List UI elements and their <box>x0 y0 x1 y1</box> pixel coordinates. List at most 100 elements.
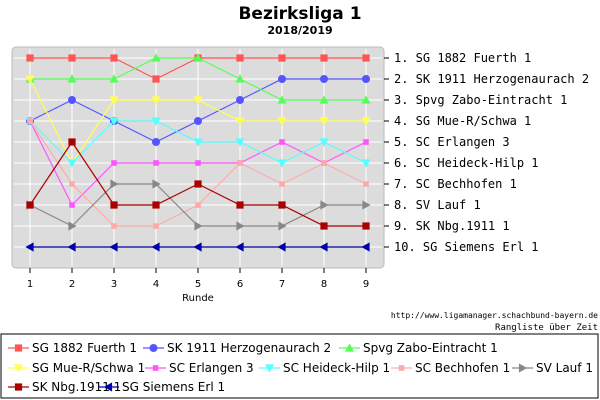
x-axis-label: Runde <box>182 293 214 304</box>
data-point-s6-r9 <box>361 159 371 168</box>
x-tick-label-7: 7 <box>279 279 285 290</box>
data-point-s8-r6 <box>236 221 245 231</box>
legend-marker-3 <box>344 343 355 352</box>
data-point-s6-r6 <box>235 138 245 147</box>
x-tick-label-5: 5 <box>195 279 201 290</box>
legend-marker-5 <box>152 365 159 371</box>
data-point-s10-r6 <box>235 242 244 252</box>
legend-marker-4 <box>13 364 24 373</box>
data-point-s3-r9 <box>361 95 371 104</box>
data-point-s6-r8 <box>319 138 329 147</box>
legend-marker-7 <box>398 365 405 371</box>
data-point-s5-r3 <box>111 160 117 166</box>
legend-marker-9 <box>14 383 23 391</box>
data-point-s7-r3 <box>111 223 117 229</box>
data-point-s4-r9 <box>361 117 371 126</box>
data-point-s5-r5 <box>195 160 201 166</box>
legend-entry-10: SG Siemens Erl 1 <box>98 380 225 394</box>
legend-label-10: SG Siemens Erl 1 <box>122 380 225 394</box>
data-point-s10-r3 <box>109 242 118 252</box>
data-point-s10-r7 <box>277 242 286 252</box>
final-rank-2: 2. SK 1911 Herzogenaurach 2 <box>394 72 589 86</box>
data-point-s5-r9 <box>363 139 369 145</box>
data-point-s2-r2 <box>68 96 76 104</box>
data-point-s6-r7 <box>277 159 287 168</box>
data-point-s9-r4 <box>152 201 160 209</box>
data-point-s7-r5 <box>195 202 201 208</box>
x-tick-label-6: 6 <box>237 279 243 290</box>
legend-label-7: SC Bechhofen 1 <box>415 361 510 375</box>
data-point-s9-r5 <box>194 180 202 188</box>
data-point-s6-r5 <box>193 138 203 147</box>
data-point-s4-r1 <box>25 75 35 84</box>
data-point-s8-r5 <box>194 221 203 231</box>
legend-marker-1 <box>14 344 23 352</box>
data-point-s1-r6 <box>236 54 244 62</box>
data-point-s1-r8 <box>320 54 328 62</box>
x-tick-label-1: 1 <box>27 279 33 290</box>
legend-label-3: Spvg Zabo-Eintracht 1 <box>363 341 498 355</box>
data-point-s10-r9 <box>361 242 370 252</box>
data-point-s10-r1 <box>25 242 34 252</box>
legend-entry-1: SG 1882 Fuerth 1 <box>8 341 137 355</box>
x-tick-label-2: 2 <box>69 279 75 290</box>
legend-marker-2 <box>149 344 158 352</box>
data-point-s5-r4 <box>153 160 159 166</box>
data-point-s5-r7 <box>279 139 285 145</box>
final-rank-4: 4. SG Mue-R/Schwa 1 <box>394 114 531 128</box>
data-point-s1-r3 <box>110 54 118 62</box>
chart-subtitle: 2018/2019 <box>267 24 332 37</box>
data-point-s1-r2 <box>68 54 76 62</box>
chart-title: Bezirksliga 1 <box>238 4 361 24</box>
data-point-s3-r6 <box>235 74 245 83</box>
legend-label-5: SC Erlangen 3 <box>169 361 254 375</box>
data-point-s2-r7 <box>278 75 286 83</box>
data-point-s1-r7 <box>278 54 286 62</box>
data-point-s10-r5 <box>193 242 202 252</box>
data-point-s9-r9 <box>362 222 370 230</box>
series-8 <box>26 179 371 231</box>
data-point-s3-r3 <box>109 74 119 83</box>
legend-entry-5: SC Erlangen 3 <box>145 361 254 375</box>
legend-label-6: SC Heideck-Hilp 1 <box>283 361 390 375</box>
data-point-s7-r1 <box>27 118 33 124</box>
credit-url: http://www.ligamanager.schachbund-bayern… <box>391 311 598 320</box>
data-point-s10-r8 <box>319 242 328 252</box>
legend-marker-10 <box>103 382 113 392</box>
final-rank-6: 6. SC Heideck-Hilp 1 <box>394 156 539 170</box>
data-point-s9-r7 <box>278 201 286 209</box>
data-point-s7-r7 <box>279 181 285 187</box>
legend-entry-2: SK 1911 Herzogenaurach 2 <box>143 341 331 355</box>
data-point-s2-r6 <box>236 96 244 104</box>
data-point-s9-r6 <box>236 201 244 209</box>
data-point-s9-r1 <box>26 201 34 209</box>
final-rank-5: 5. SC Erlangen 3 <box>394 135 510 149</box>
data-point-s2-r9 <box>362 75 370 83</box>
legend-label-9: SK Nbg.1911 1 <box>32 380 121 394</box>
legend-entry-6: SC Heideck-Hilp 1 <box>259 361 390 375</box>
data-point-s2-r5 <box>194 117 202 125</box>
final-rank-1: 1. SG 1882 Fuerth 1 <box>394 51 531 65</box>
data-point-s7-r2 <box>69 181 75 187</box>
x-tick-label-4: 4 <box>153 279 159 290</box>
series-9 <box>26 138 370 230</box>
data-point-s2-r4 <box>152 138 160 146</box>
legend-entry-4: SG Mue-R/Schwa 1 <box>8 361 145 375</box>
x-axis-ticks: 1 2 3 4 5 6 7 8 9 <box>27 268 369 290</box>
data-point-s7-r8 <box>321 160 327 166</box>
data-point-s6-r3 <box>109 117 119 126</box>
series-6 <box>25 117 371 168</box>
final-rank-9: 9. SK Nbg.1911 1 <box>394 219 510 233</box>
data-point-s7-r4 <box>153 223 159 229</box>
data-point-s9-r8 <box>320 222 328 230</box>
data-point-s1-r4 <box>152 75 160 83</box>
data-point-s4-r5 <box>193 96 203 105</box>
legend-entry-7: SC Bechhofen 1 <box>391 361 510 375</box>
data-point-s3-r8 <box>319 95 329 104</box>
final-rank-10: 10. SG Siemens Erl 1 <box>394 240 539 254</box>
data-point-s8-r2 <box>68 221 77 231</box>
series-3 <box>25 53 371 104</box>
data-point-s6-r4 <box>151 117 161 126</box>
data-point-s5-r2 <box>69 202 75 208</box>
data-point-s4-r4 <box>151 96 161 105</box>
